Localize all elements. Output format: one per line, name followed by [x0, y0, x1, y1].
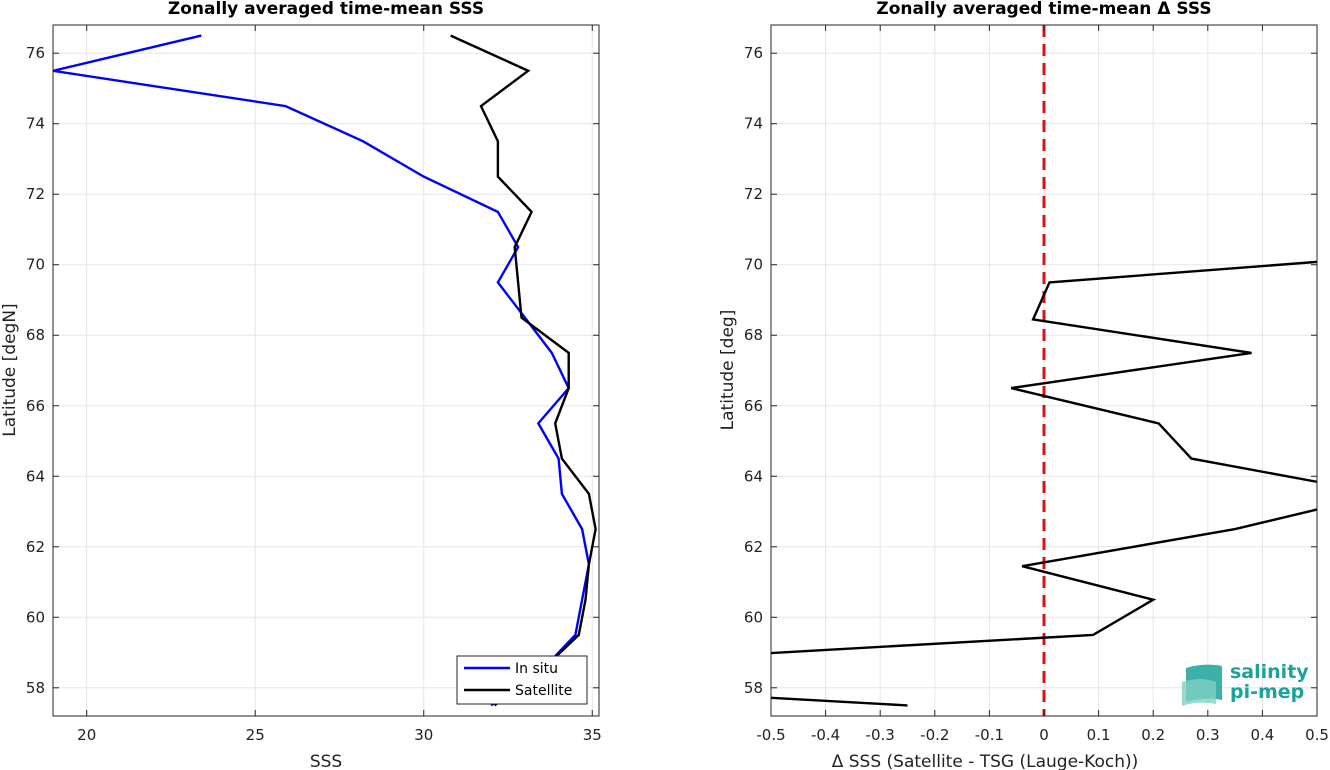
- y-tick-label: 66: [26, 397, 45, 415]
- x-axis-label: Δ SSS (Satellite - TSG (Lauge-Koch)): [832, 752, 1139, 770]
- legend-label-in-situ: In situ: [515, 661, 558, 677]
- y-tick-label: 70: [26, 256, 45, 274]
- y-tick-label: 68: [744, 326, 763, 344]
- chart-sss: 20 25 30 35 58 60 62 64 66 68 70 72 74 76 Zonally ave…: [0, 0, 602, 770]
- y-tick-label: 70: [744, 256, 763, 274]
- y-tick-label: 72: [744, 185, 763, 203]
- y-tick-label: 74: [744, 115, 763, 133]
- series-line-delta-sss: [771, 260, 1317, 707]
- x-tick-label: 20: [77, 726, 96, 744]
- logo-text-line2: pi-mep: [1230, 681, 1304, 703]
- legend: In situ Satellite: [456, 655, 588, 705]
- y-tick-label: 66: [744, 397, 763, 415]
- chart-title: Zonally averaged time-mean Δ SSS: [876, 0, 1211, 19]
- x-tick-label: 0.2: [1141, 726, 1165, 744]
- y-axis-label: Latitude [degN]: [0, 303, 20, 436]
- x-tick-label: -0.4: [811, 726, 840, 744]
- y-tick-label: 74: [26, 115, 45, 133]
- x-tick-label: -0.1: [975, 726, 1004, 744]
- series-layer: [53, 34, 597, 707]
- chart-delta-sss: -0.5 -0.4 -0.3 -0.2 -0.1 0 0.1 0.2 0.3 0.4 0.5 58 60…: [718, 0, 1329, 770]
- x-tick-label: 35: [583, 726, 602, 744]
- series-layer: [771, 25, 1317, 716]
- y-tick-label: 68: [26, 326, 45, 344]
- x-tick-label: 25: [246, 726, 265, 744]
- series-line-in-situ: [53, 34, 591, 707]
- x-tick-label: -0.5: [756, 726, 785, 744]
- legend-label-satellite: Satellite: [515, 683, 572, 699]
- axes-box: [52, 24, 600, 717]
- y-tick-label: 72: [26, 185, 45, 203]
- y-tick-label: 58: [744, 679, 763, 697]
- x-tick-label: 0.4: [1250, 726, 1274, 744]
- ticks: -0.5 -0.4 -0.3 -0.2 -0.1 0 0.1 0.2 0.3 0.4 0.5 58 60…: [744, 25, 1329, 744]
- y-axis-label: Latitude [deg]: [718, 310, 738, 431]
- series-line-satellite: [450, 34, 597, 707]
- x-tick-label: 0.1: [1087, 726, 1111, 744]
- y-tick-label: 64: [744, 467, 763, 485]
- x-axis-label: SSS: [310, 752, 342, 770]
- x-tick-label: -0.2: [920, 726, 949, 744]
- logo-wave-icon: [1182, 679, 1216, 706]
- y-tick-label: 62: [744, 538, 763, 556]
- x-tick-label: 30: [414, 726, 433, 744]
- y-tick-label: 76: [744, 44, 763, 62]
- chart-title: Zonally averaged time-mean SSS: [168, 0, 484, 19]
- y-tick-label: 58: [26, 679, 45, 697]
- logo-text-line1: salinity: [1230, 661, 1309, 683]
- y-tick-label: 60: [26, 608, 45, 626]
- x-tick-label: 0.3: [1196, 726, 1220, 744]
- salinity-pi-mep-logo: salinity pi-mep: [1182, 661, 1309, 706]
- x-tick-label: 0.5: [1305, 726, 1329, 744]
- plot-area: [53, 25, 599, 716]
- y-tick-label: 76: [26, 44, 45, 62]
- y-tick-label: 60: [744, 608, 763, 626]
- ticks: 20 25 30 35 58 60 62 64 66 68 70 72 74 76: [26, 25, 602, 744]
- x-tick-label: -0.3: [866, 726, 895, 744]
- y-tick-label: 62: [26, 538, 45, 556]
- y-tick-label: 64: [26, 467, 45, 485]
- legend-box: [456, 655, 588, 705]
- x-tick-label: 0: [1039, 726, 1049, 744]
